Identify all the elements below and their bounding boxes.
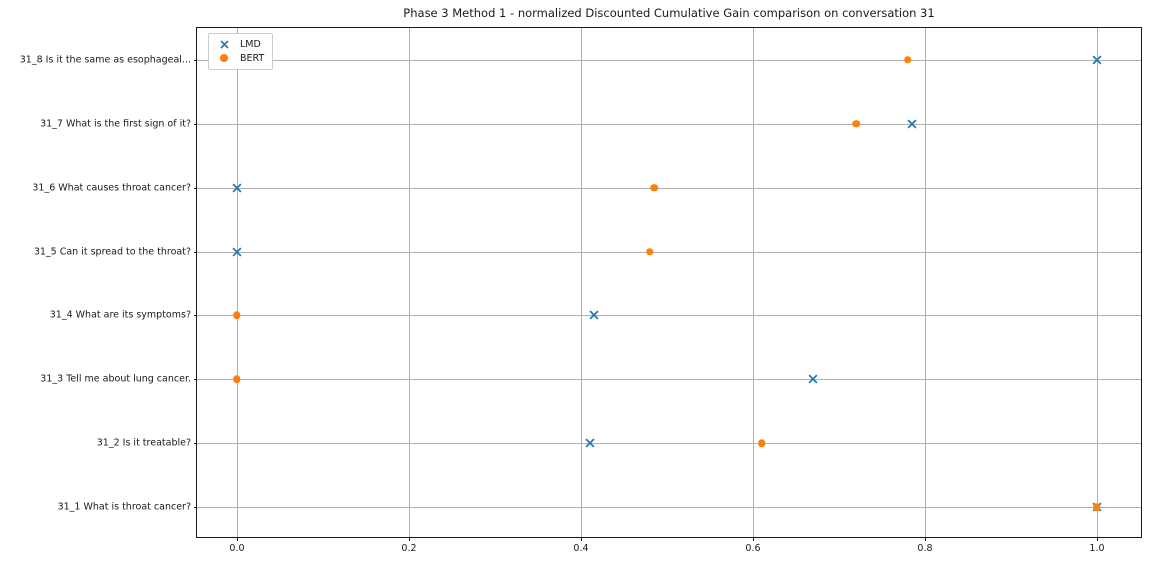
x-marker-icon bbox=[214, 39, 234, 49]
x-gridline bbox=[1096, 28, 1098, 537]
y-tick-mark bbox=[193, 443, 197, 445]
legend-item-bert: BERT bbox=[214, 51, 264, 65]
x-tick-label: 1.0 bbox=[1089, 543, 1105, 554]
data-point-bert bbox=[233, 311, 241, 320]
data-point-bert bbox=[852, 120, 860, 128]
y-tick-label: 31_7 What is the first sign of it? bbox=[40, 118, 191, 130]
legend-item-lmd: LMD bbox=[214, 37, 264, 51]
y-gridline bbox=[197, 251, 1141, 253]
y-tick-mark bbox=[193, 507, 197, 509]
y-tick-label: 31_1 What is throat cancer? bbox=[57, 501, 191, 513]
chart-title: Phase 3 Method 1 - normalized Discounted… bbox=[403, 6, 935, 20]
y-tick-label: 31_4 What are its symptoms? bbox=[49, 309, 191, 321]
legend-label-bert: BERT bbox=[240, 52, 265, 64]
y-gridline bbox=[197, 123, 1141, 125]
y-tick-mark bbox=[193, 123, 197, 125]
x-tick-mark bbox=[408, 537, 410, 541]
y-tick-label: 31_3 Tell me about lung cancer. bbox=[40, 373, 191, 385]
x-tick-label: 0.6 bbox=[745, 543, 761, 554]
y-tick-label: 31_8 Is it the same as esophageal... bbox=[19, 54, 191, 66]
legend-label-lmd: LMD bbox=[240, 38, 261, 50]
y-tick-label: 31_5 Can it spread to the throat? bbox=[33, 246, 191, 258]
x-gridline bbox=[924, 28, 926, 537]
y-tick-label: 31_2 Is it treatable? bbox=[96, 437, 191, 449]
x-gridline bbox=[580, 28, 582, 537]
data-point-bert bbox=[646, 247, 654, 256]
data-point-lmd bbox=[231, 182, 242, 193]
data-point-bert bbox=[233, 375, 241, 384]
x-tick-mark bbox=[924, 537, 926, 541]
data-point-lmd bbox=[907, 118, 918, 129]
y-gridline bbox=[197, 59, 1141, 61]
y-gridline bbox=[197, 315, 1141, 317]
x-tick-label: 0.4 bbox=[573, 543, 589, 554]
y-tick-mark bbox=[193, 315, 197, 317]
y-tick-mark bbox=[193, 59, 197, 61]
x-tick-mark bbox=[236, 537, 238, 541]
y-gridline bbox=[197, 187, 1141, 189]
data-point-bert bbox=[650, 183, 658, 192]
circle-marker-icon bbox=[214, 54, 234, 62]
x-gridline bbox=[408, 28, 410, 537]
data-point-lmd bbox=[808, 374, 819, 385]
plot-area: 0.0 0.2 0.4 0.6 0.8 1.0 LMD BERT 31_1 What is… bbox=[20, 27, 1142, 554]
data-point-lmd bbox=[588, 310, 599, 321]
y-gridline bbox=[197, 443, 1141, 445]
x-tick-mark bbox=[1096, 537, 1098, 541]
chart-legend[interactable]: LMD BERT bbox=[208, 33, 274, 70]
y-tick-mark bbox=[193, 187, 197, 189]
data-point-bert bbox=[904, 56, 912, 64]
x-tick-label: 0.2 bbox=[401, 543, 417, 554]
x-tick-label: 0.8 bbox=[917, 543, 933, 554]
data-point-lmd bbox=[584, 438, 595, 449]
x-tick-mark bbox=[752, 537, 754, 541]
x-gridline bbox=[752, 28, 754, 537]
data-point-lmd bbox=[1091, 54, 1102, 65]
y-gridline bbox=[197, 507, 1141, 509]
x-gridline bbox=[236, 28, 238, 537]
data-point-lmd bbox=[231, 246, 242, 257]
y-tick-mark bbox=[193, 251, 197, 253]
data-point-bert bbox=[1093, 503, 1101, 511]
plot-inner: 0.0 0.2 0.4 0.6 0.8 1.0 bbox=[197, 28, 1141, 554]
y-tick-mark bbox=[193, 379, 197, 381]
y-tick-label: 31_6 What causes throat cancer? bbox=[32, 182, 191, 194]
y-gridline bbox=[197, 379, 1141, 381]
x-tick-label: 0.0 bbox=[229, 543, 245, 554]
x-tick-mark bbox=[580, 537, 582, 541]
data-point-bert bbox=[757, 439, 766, 447]
